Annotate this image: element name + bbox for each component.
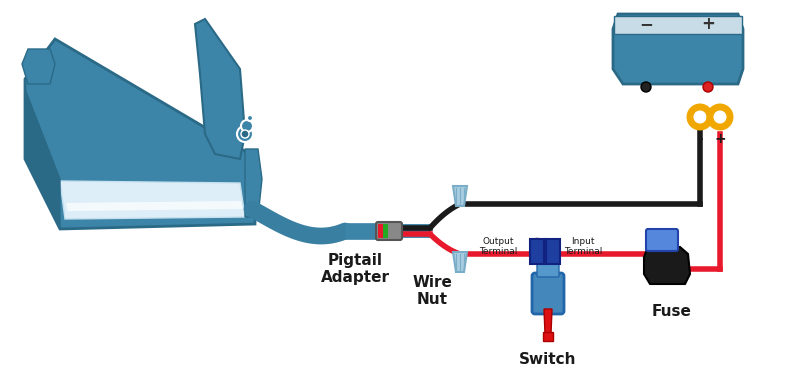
Circle shape [237, 126, 253, 142]
FancyBboxPatch shape [646, 229, 678, 251]
FancyBboxPatch shape [530, 239, 544, 264]
Polygon shape [66, 201, 243, 211]
Polygon shape [383, 224, 388, 238]
Polygon shape [60, 181, 245, 219]
Text: -: - [697, 132, 703, 146]
Polygon shape [614, 16, 742, 34]
FancyBboxPatch shape [532, 273, 564, 314]
Text: Output
Terminal: Output Terminal [479, 237, 517, 257]
Text: Fuse: Fuse [652, 304, 692, 318]
Text: Switch: Switch [519, 351, 577, 366]
Circle shape [641, 82, 651, 92]
Circle shape [710, 107, 730, 127]
Text: Pigtail
Adapter: Pigtail Adapter [321, 253, 389, 285]
Polygon shape [453, 252, 467, 272]
Circle shape [241, 130, 249, 138]
Polygon shape [25, 89, 60, 229]
Circle shape [703, 82, 713, 92]
Circle shape [241, 120, 253, 132]
Text: Wire
Nut: Wire Nut [412, 275, 452, 307]
Polygon shape [195, 19, 245, 159]
Polygon shape [245, 149, 262, 217]
Text: +: + [701, 15, 715, 33]
Polygon shape [644, 247, 690, 284]
Circle shape [690, 107, 710, 127]
FancyBboxPatch shape [376, 222, 402, 240]
Polygon shape [453, 186, 467, 206]
Polygon shape [378, 224, 383, 238]
Polygon shape [25, 39, 255, 229]
FancyBboxPatch shape [546, 239, 560, 264]
Polygon shape [543, 332, 553, 341]
Polygon shape [613, 14, 743, 84]
Polygon shape [22, 49, 55, 84]
Text: +: + [714, 132, 726, 146]
Circle shape [247, 115, 253, 121]
Polygon shape [544, 309, 552, 334]
Text: Input
Terminal: Input Terminal [564, 237, 603, 257]
FancyBboxPatch shape [537, 247, 559, 277]
Text: −: − [639, 15, 653, 33]
